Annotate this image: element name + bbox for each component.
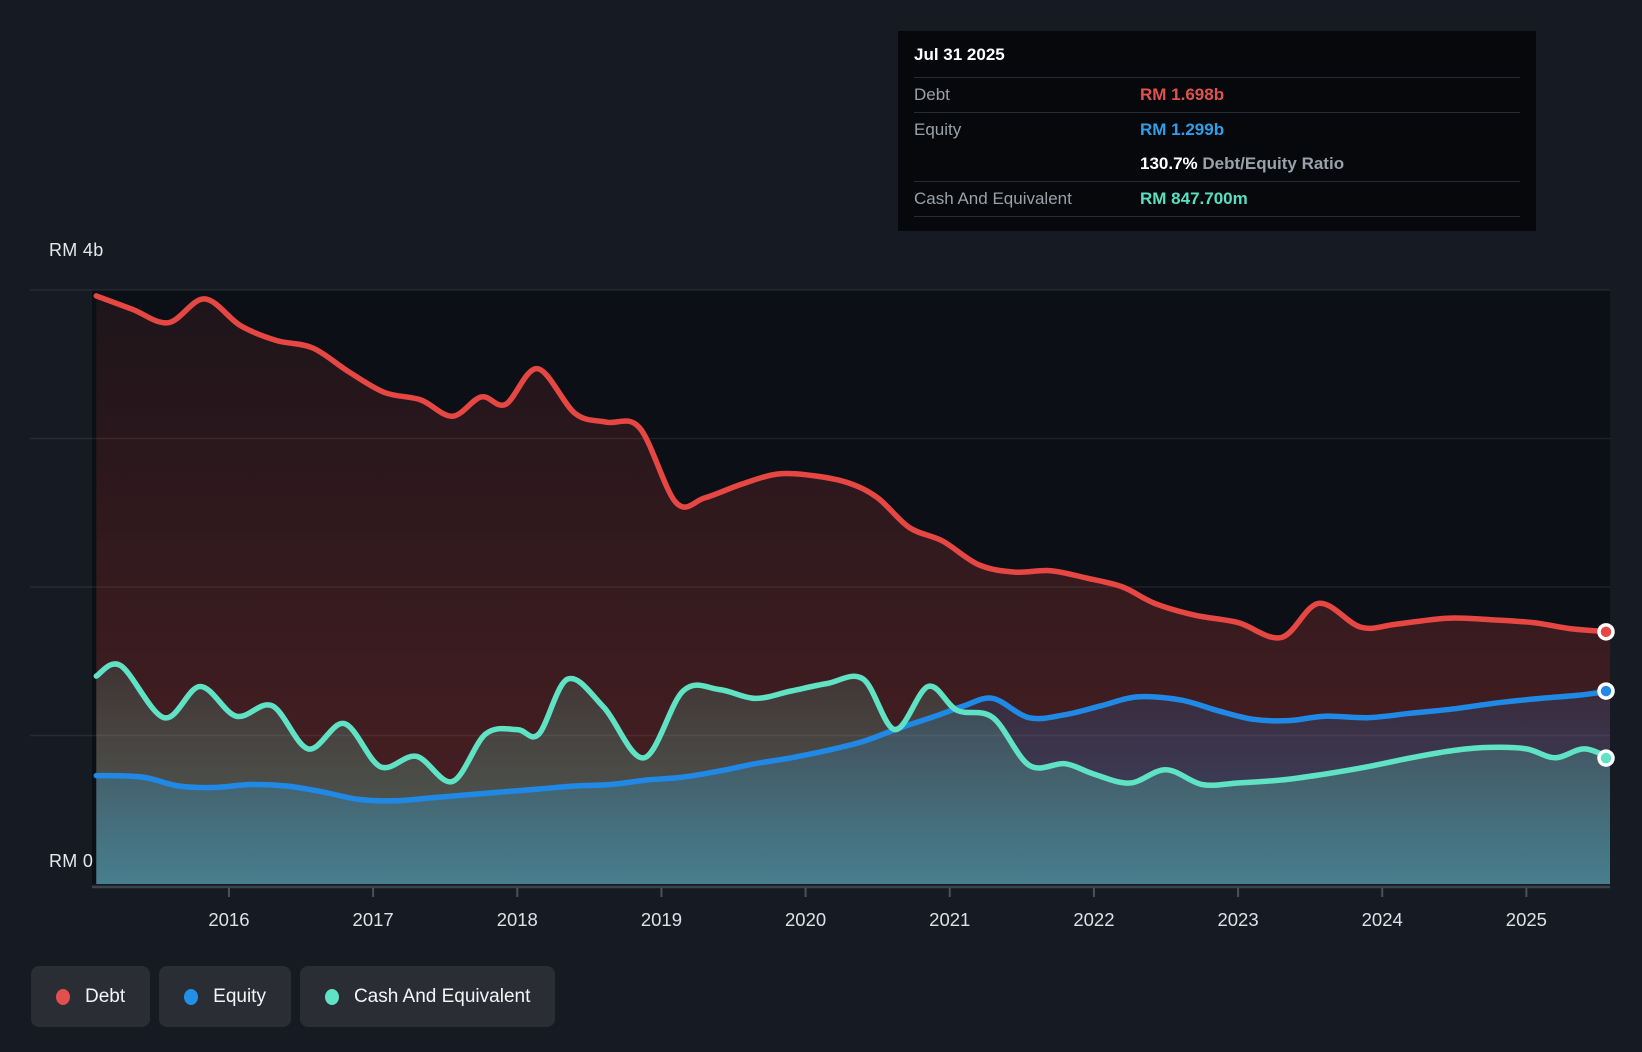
- x-tick-label-2019: 2019: [641, 909, 682, 930]
- x-tick-label-2021: 2021: [929, 909, 970, 930]
- cash-and-equivalent-area: [96, 663, 1610, 884]
- x-tick-label-2020: 2020: [785, 909, 826, 930]
- tooltip-row-ratio: 130.7% Debt/Equity Ratio: [914, 147, 1520, 182]
- debt-series-dot-icon: [56, 988, 70, 1005]
- equity-endpoint-marker[interactable]: [1597, 682, 1615, 700]
- x-tick-label-2022: 2022: [1073, 909, 1114, 930]
- chart-legend: Debt Equity Cash And Equivalent: [31, 966, 556, 1027]
- cash-series-dot-icon: [324, 988, 339, 1005]
- tooltip-cash-label: Cash And Equivalent: [914, 189, 1072, 208]
- x-tick-label-2024: 2024: [1362, 909, 1403, 930]
- chart-tooltip: Jul 31 2025 Debt RM 1.698b Equity RM 1.2…: [897, 30, 1537, 232]
- y-axis-zero-label: RM 0: [49, 851, 94, 871]
- x-tick-label-2017: 2017: [353, 909, 394, 930]
- tooltip-row-cash: Cash And Equivalent RM 847.700m: [914, 182, 1520, 217]
- tooltip-ratio-value: 130.7%: [1140, 154, 1198, 173]
- cash-and-equivalent-line: [93, 661, 1613, 789]
- legend-item-debt[interactable]: Debt: [31, 966, 151, 1027]
- debt-endpoint-marker[interactable]: [1597, 623, 1615, 641]
- x-tick-label-2025: 2025: [1506, 909, 1547, 930]
- y-axis-max-label: RM 4b: [49, 240, 104, 260]
- tooltip-cash-value: RM 847.700m: [1140, 189, 1248, 208]
- tooltip-row-debt: Debt RM 1.698b: [914, 78, 1520, 113]
- cash-and-equivalent-endpoint-marker[interactable]: [1597, 749, 1615, 767]
- tooltip-equity-value: RM 1.299b: [1140, 120, 1225, 139]
- tooltip-debt-label: Debt: [914, 85, 950, 104]
- debt-line: [93, 293, 1613, 641]
- legend-equity-label: Equity: [213, 985, 266, 1007]
- tooltip-equity-label: Equity: [914, 120, 962, 139]
- legend-item-equity[interactable]: Equity: [159, 966, 291, 1027]
- tooltip-ratio: 130.7% Debt/Equity Ratio: [1140, 154, 1344, 174]
- equity-series-dot-icon: [184, 988, 199, 1005]
- x-tick-label-2018: 2018: [497, 909, 538, 930]
- legend-cash-label: Cash And Equivalent: [353, 985, 531, 1007]
- tooltip-row-equity: Equity RM 1.299b: [914, 113, 1520, 147]
- tooltip-date: Jul 31 2025: [914, 31, 1520, 78]
- equity-line: [93, 688, 1613, 804]
- legend-debt-label: Debt: [85, 985, 126, 1007]
- x-tick-label-2016: 2016: [208, 909, 249, 930]
- legend-item-cash[interactable]: Cash And Equivalent: [299, 966, 556, 1027]
- tooltip-debt-value: RM 1.698b: [1140, 85, 1225, 104]
- tooltip-ratio-label: Debt/Equity Ratio: [1202, 154, 1345, 173]
- x-tick-label-2023: 2023: [1217, 909, 1258, 930]
